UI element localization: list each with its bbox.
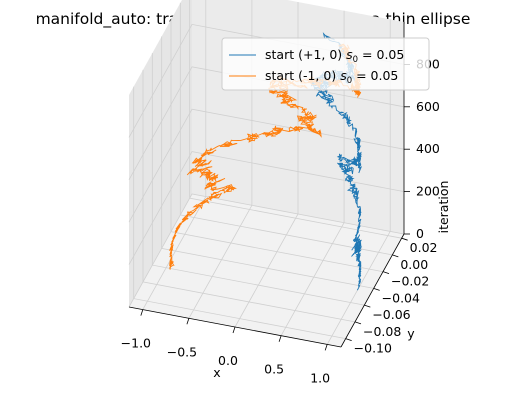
legend-frame [221, 37, 430, 91]
grid-z-2 [128, 108, 405, 223]
x-tick-mark-0 [140, 309, 144, 316]
y-axis-line [340, 233, 405, 348]
z-tick-label-1: 200 [416, 184, 440, 199]
x-tick-mark-3 [278, 335, 282, 342]
y-tick-mark-2 [382, 271, 390, 275]
grid-z-1 [128, 151, 405, 265]
grid-z-3 [128, 66, 405, 180]
legend: start (+1, 0) s0 = 0.05 start (-1, 0) s0… [221, 37, 430, 91]
y-tick-mark-5 [354, 321, 362, 325]
grid-z-0 [128, 193, 405, 308]
y-tick-label-4: −0.06 [372, 307, 410, 322]
axis-ticks: −1.0 −0.5 0.0 0.5 1.0 0.02 0.00 −0.02−0.04 −0.06… [121, 56, 440, 385]
y-tick-label-6: −0.10 [354, 341, 392, 356]
y-tick-mark-1 [392, 254, 399, 258]
y-tick-label-1: 0.00 [400, 257, 428, 272]
x-tick-label-2: 0.0 [218, 353, 238, 368]
z-tick-label-0: 0 [416, 226, 424, 241]
z-tick-label-3: 600 [416, 99, 440, 114]
y-tick-label-2: −0.02 [391, 274, 429, 289]
x-tick-label-3: 0.5 [264, 362, 284, 377]
legend-label-1: start (+1, 0) s0 = 0.05 [265, 47, 404, 65]
y-tick-mark-6 [345, 338, 352, 342]
y-tick-mark-3 [373, 288, 380, 291]
x-tick-mark-4 [324, 344, 328, 351]
y-axis-label: y [407, 326, 415, 341]
z-axis-label: iteration [436, 181, 451, 234]
x-tick-label-4: 1.0 [310, 370, 330, 385]
x-tick-mark-2 [232, 326, 236, 334]
legend-label-2: start (-1, 0) s0 = 0.05 [265, 68, 398, 86]
x-axis-label: x [213, 365, 220, 380]
x-tick-label-0: −1.0 [121, 336, 151, 351]
pane-left-wall [129, 0, 192, 307]
x-tick-label-1: −0.5 [167, 344, 197, 359]
y-tick-label-5: −0.08 [363, 324, 401, 339]
z-tick-label-2: 400 [416, 141, 440, 156]
x-tick-mark-1 [186, 318, 190, 325]
y-tick-label-3: −0.04 [382, 290, 420, 305]
y-tick-mark-4 [364, 304, 371, 308]
y-tick-mark-0 [401, 237, 408, 241]
y-tick-label-0: 0.02 [410, 240, 438, 255]
